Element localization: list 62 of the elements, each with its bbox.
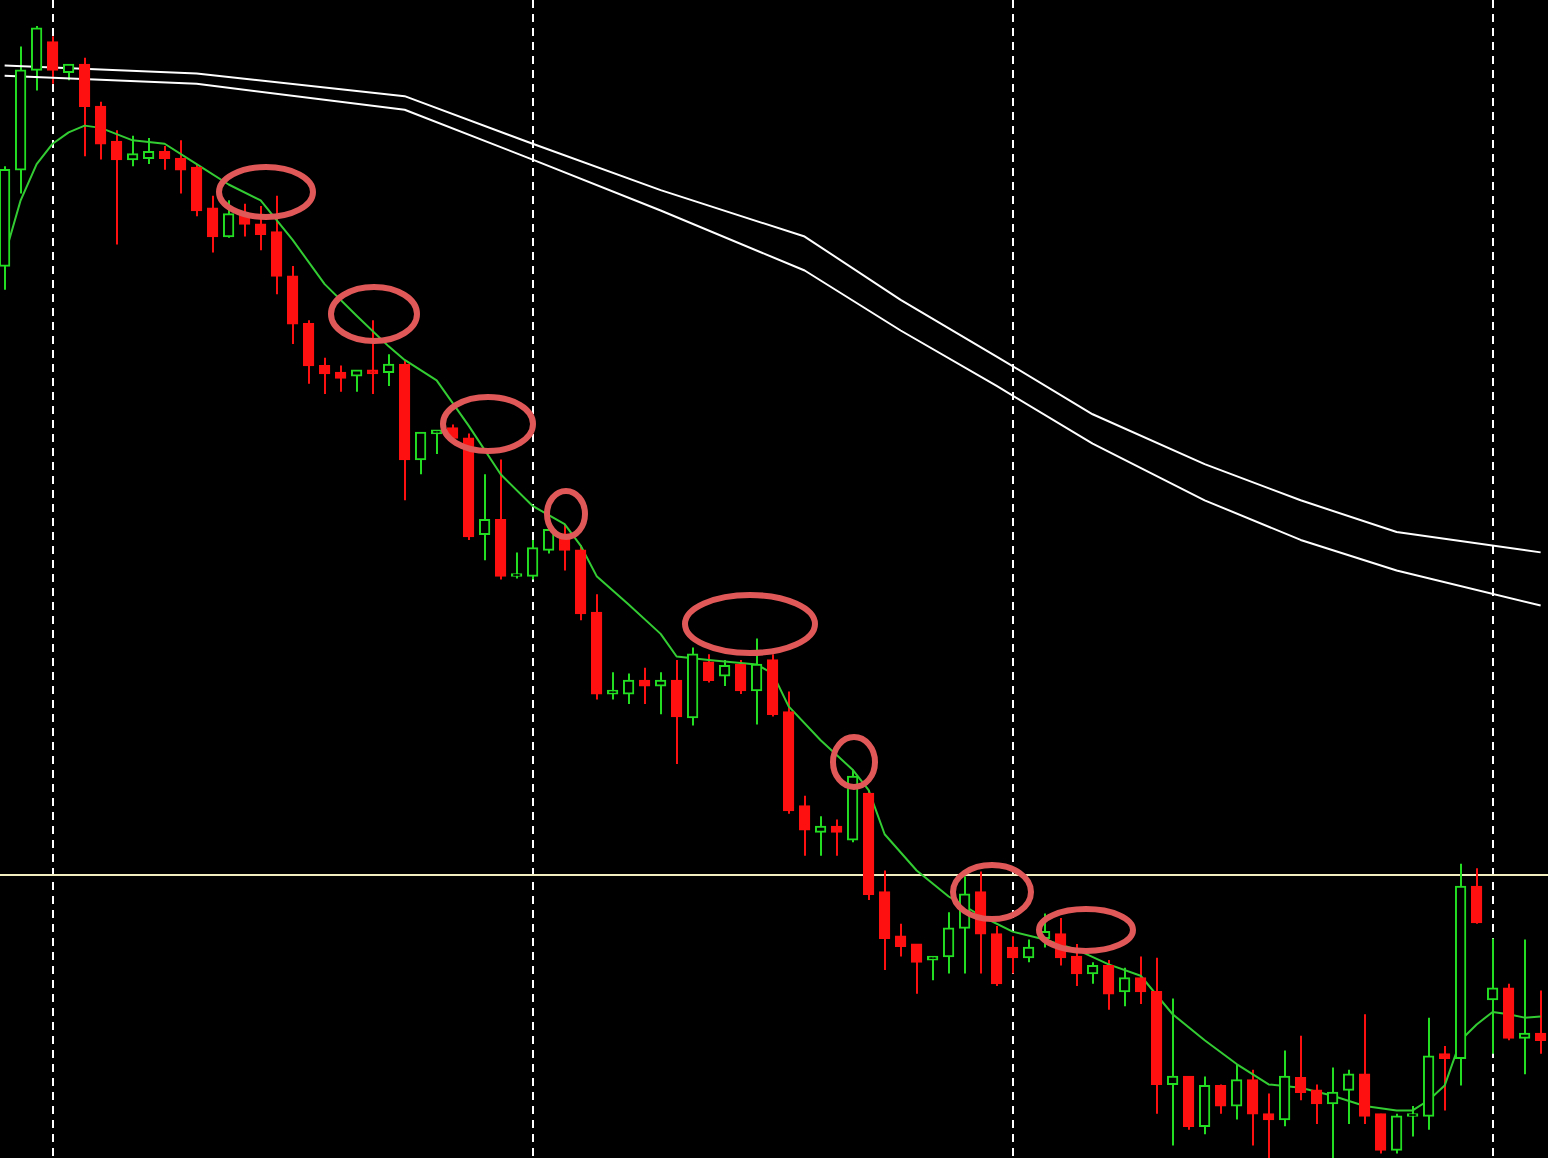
candlestick [478, 473, 491, 562]
candlestick [222, 199, 235, 239]
candlestick [382, 353, 395, 387]
candlestick [1102, 958, 1115, 1011]
candlestick [126, 134, 139, 168]
candlestick [654, 671, 667, 716]
candlestick [318, 356, 331, 395]
candlestick [1470, 867, 1483, 925]
candlestick [1294, 1034, 1307, 1102]
candlestick [1390, 1112, 1403, 1155]
candlestick [142, 137, 155, 166]
candlestick [110, 129, 123, 246]
candlestick [334, 364, 347, 393]
candlestick [1230, 1063, 1243, 1121]
candlestick [1358, 1013, 1371, 1126]
candlestick [46, 35, 59, 85]
candlestick [830, 818, 843, 857]
candlestick [30, 25, 43, 92]
candlestick [302, 319, 315, 385]
candlestick [270, 194, 283, 296]
candlestick [1518, 938, 1531, 1076]
candlestick [254, 204, 267, 252]
candlestick [1374, 1112, 1387, 1155]
candlestick [526, 538, 539, 581]
candlestick [1342, 1068, 1355, 1126]
candlestick [894, 922, 907, 958]
candlestick [350, 369, 363, 393]
candlestick [910, 943, 923, 995]
candlestick [190, 163, 203, 218]
candlestick [750, 637, 763, 726]
candlestick [878, 869, 891, 972]
candlestick [414, 431, 427, 476]
candlestick [286, 264, 299, 346]
candlestick [1182, 1075, 1195, 1131]
candlestick [78, 56, 91, 158]
candlestick [798, 794, 811, 857]
candlestick [510, 551, 523, 580]
candlestick [622, 672, 635, 706]
candlestick [1310, 1083, 1323, 1126]
candlestick [1534, 989, 1547, 1055]
candlestick [1134, 955, 1147, 1006]
candlestick [158, 144, 171, 171]
candlestick [206, 194, 219, 254]
candlestick [1086, 961, 1099, 985]
candlestick [1246, 1068, 1259, 1147]
candlestick [1502, 982, 1515, 1042]
candlestick [1214, 1083, 1227, 1115]
candlestick [1406, 1104, 1419, 1138]
candlestick [990, 924, 1003, 987]
candlestick [670, 658, 683, 766]
candlestick [814, 815, 827, 857]
candlestick [734, 658, 747, 695]
candlestick [638, 666, 651, 706]
candlestick [1438, 1044, 1451, 1112]
candlestick [94, 100, 107, 161]
candlestick [1118, 966, 1131, 1008]
candlestick [1262, 1092, 1275, 1158]
candlestick [1198, 1075, 1211, 1136]
candlestick [702, 653, 715, 684]
candlestick [1166, 997, 1179, 1147]
candlestick [1278, 1049, 1291, 1128]
candlestick [942, 911, 955, 975]
